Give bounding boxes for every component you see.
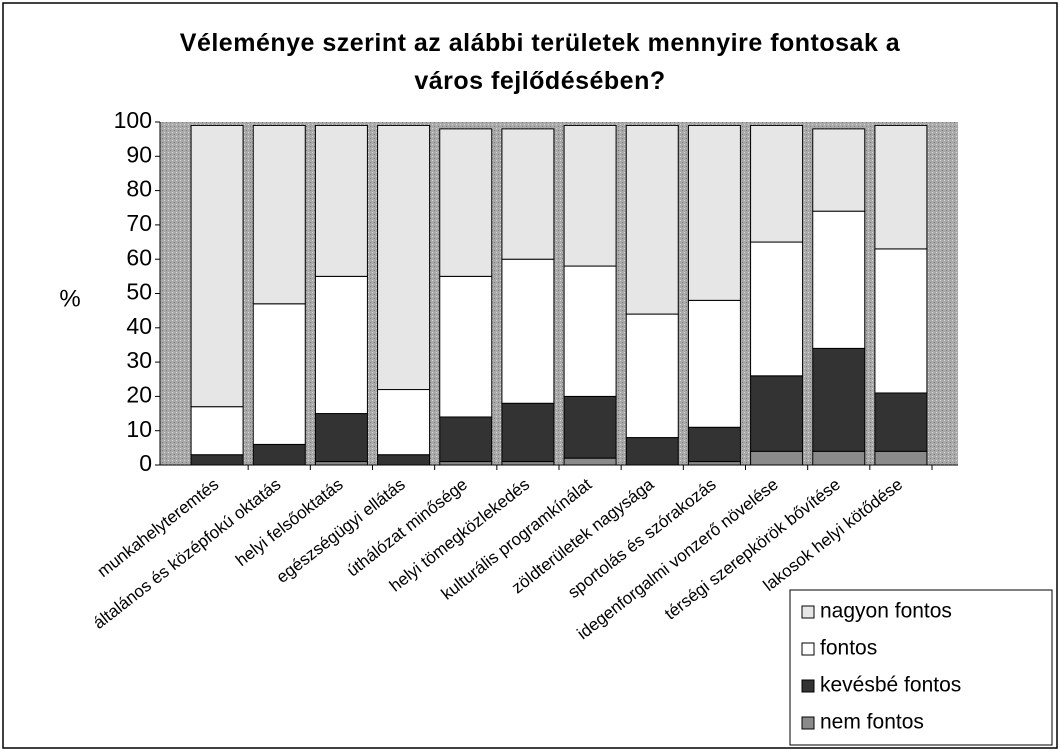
- bar-segment: [687, 461, 741, 466]
- legend-label: fontos: [820, 637, 877, 660]
- legend-swatch: [801, 642, 815, 656]
- bar-segment: [190, 124, 244, 408]
- bar-segment: [874, 392, 928, 452]
- bar-segment: [439, 461, 493, 466]
- y-tick-label: 90: [126, 141, 152, 167]
- bar-segment: [812, 450, 866, 466]
- bar-segment: [252, 443, 306, 466]
- bar-segment: [314, 275, 368, 415]
- bar-segment: [874, 124, 928, 250]
- bar-segment: [190, 406, 244, 456]
- y-tick-label: 0: [139, 450, 152, 476]
- legend-label: nem fontos: [820, 711, 924, 734]
- bar-segment: [625, 437, 679, 466]
- y-tick-label: 100: [114, 107, 152, 133]
- legend-swatch: [801, 679, 815, 693]
- bar-segment: [439, 128, 493, 277]
- y-tick-label: 10: [126, 416, 152, 442]
- chart-title: Véleménye szerint az alábbi területek me…: [179, 29, 901, 95]
- bar-segment: [314, 124, 368, 277]
- y-tick-label: 60: [126, 244, 152, 270]
- bar-segment: [812, 347, 866, 452]
- legend-swatch: [801, 716, 815, 730]
- bar-segment: [377, 389, 431, 456]
- bar-segment: [750, 375, 804, 452]
- bar-segment: [812, 210, 866, 349]
- legend-box: [789, 589, 1053, 746]
- bar-segment: [687, 426, 741, 463]
- bar-segment: [874, 248, 928, 394]
- bar-segment: [687, 124, 741, 301]
- bar-segment: [563, 265, 617, 397]
- legend-label: nagyon fontos: [820, 600, 952, 623]
- bar-segment: [750, 241, 804, 377]
- bar-segment: [563, 124, 617, 267]
- bar-segment: [252, 124, 306, 305]
- bar-segment: [377, 454, 431, 466]
- bar-segment: [501, 461, 555, 466]
- y-tick-label: 80: [126, 176, 152, 202]
- bar-segment: [874, 450, 928, 466]
- bar-segment: [501, 128, 555, 260]
- bar-segment: [439, 275, 493, 418]
- bar-segment: [190, 454, 244, 466]
- bar-segment: [625, 313, 679, 439]
- bar-segment: [377, 124, 431, 391]
- bar-segment: [563, 457, 617, 466]
- bar-segment: [439, 416, 493, 463]
- bar-segment: [501, 402, 555, 463]
- bar-segment: [625, 124, 679, 315]
- bar-segment: [687, 299, 741, 428]
- legend-label: kevésbé fontos: [820, 674, 961, 697]
- y-tick-label: 50: [126, 279, 152, 305]
- bar-segment: [750, 450, 804, 466]
- y-axis-label: %: [59, 285, 80, 312]
- bar-segment: [812, 128, 866, 212]
- bar-segment: [314, 461, 368, 466]
- bar-segment: [501, 258, 555, 404]
- y-tick-label: 30: [126, 347, 152, 373]
- y-tick-label: 40: [126, 313, 152, 339]
- y-tick-label: 70: [126, 210, 152, 236]
- bar-segment: [563, 395, 617, 459]
- bar-segment: [252, 303, 306, 445]
- bar-segment: [750, 124, 804, 243]
- bar-segment: [314, 413, 368, 463]
- legend-swatch: [801, 605, 815, 619]
- y-tick-label: 20: [126, 381, 152, 407]
